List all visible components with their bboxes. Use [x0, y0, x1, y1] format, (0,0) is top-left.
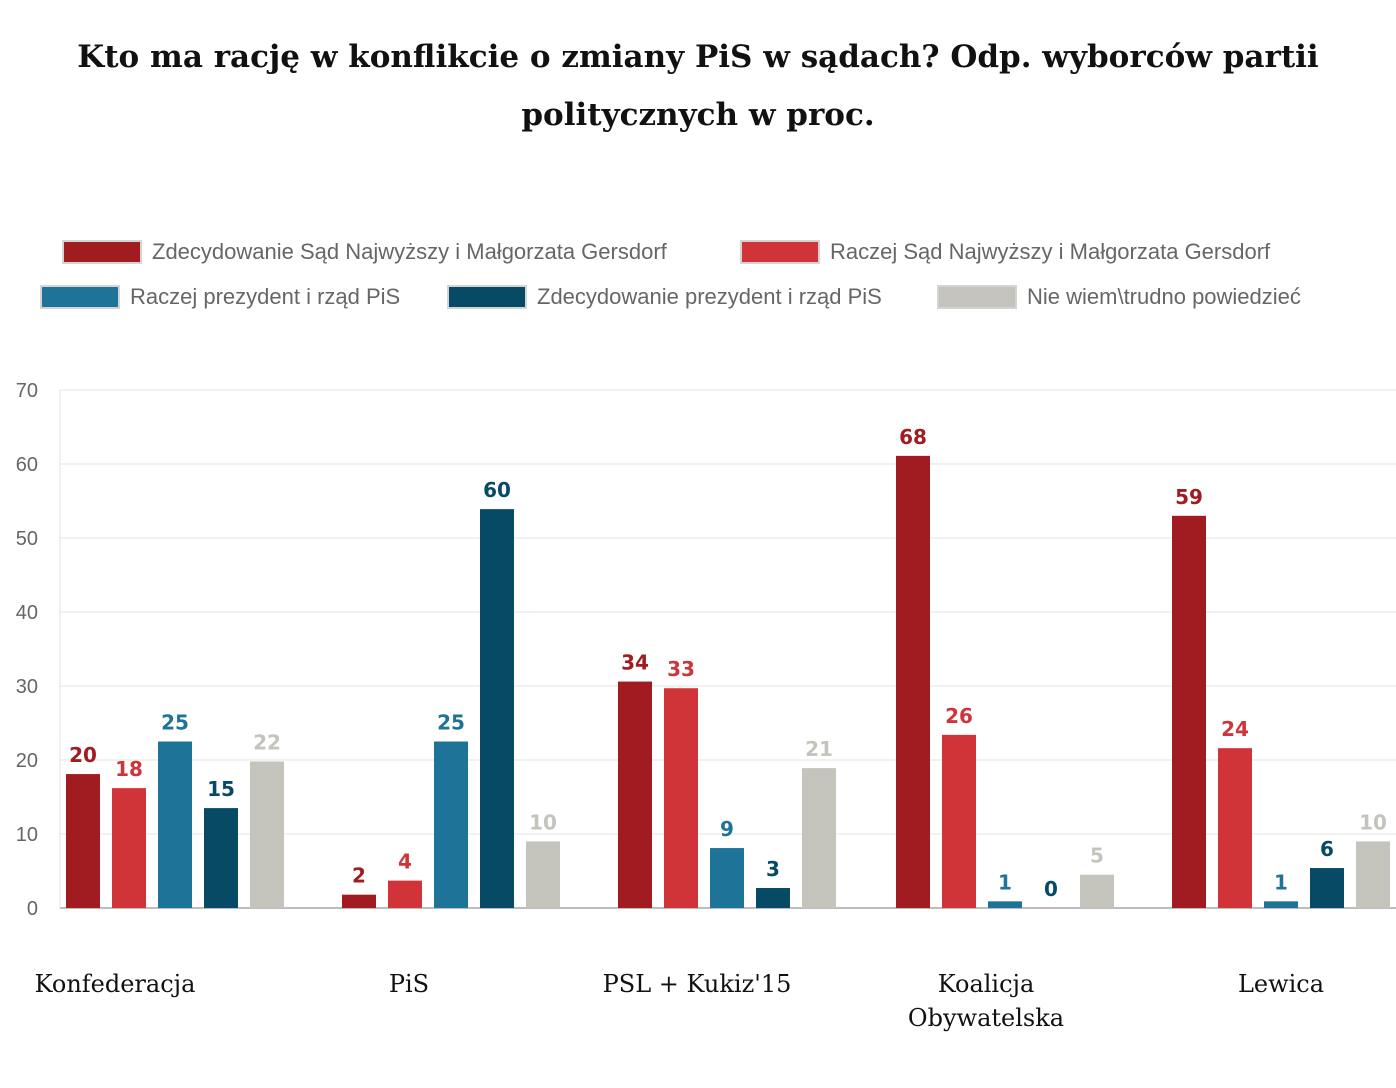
- bar: [1172, 515, 1206, 908]
- data-label: 2: [352, 864, 366, 888]
- legend-label: Nie wiem\trudno powiedzieć: [1027, 284, 1301, 309]
- data-label: 3: [766, 857, 780, 881]
- legend-swatch: [40, 285, 120, 309]
- legend-label: Raczej Sąd Najwyższy i Małgorzata Gersdo…: [830, 239, 1271, 264]
- data-label: 18: [115, 757, 143, 781]
- legend-row-1: Zdecydowanie Sąd Najwyższy i Małgorzata …: [0, 232, 1396, 272]
- y-tick-label: 50: [16, 528, 38, 550]
- legend-item-raczej-sn[interactable]: Raczej Sąd Najwyższy i Małgorzata Gersdo…: [740, 232, 1270, 272]
- data-label: 22: [253, 730, 281, 754]
- x-tick-label: PSL + Kukiz'15: [603, 970, 792, 998]
- bar: [250, 761, 284, 908]
- bar: [1356, 841, 1390, 908]
- bar: [664, 688, 698, 908]
- bar: [526, 841, 560, 908]
- legend-swatch: [447, 285, 527, 309]
- data-label: 6: [1320, 837, 1334, 861]
- y-tick-label: 40: [16, 602, 38, 624]
- legend-label: Raczej prezydent i rząd PiS: [130, 284, 401, 309]
- legend-row-2: Raczej prezydent i rząd PiS Zdecydowanie…: [0, 277, 1396, 317]
- x-tick-label: Obywatelska: [908, 1004, 1064, 1032]
- data-label: 9: [720, 817, 734, 841]
- bar: [1264, 901, 1298, 908]
- y-tick-label: 60: [16, 454, 38, 476]
- y-tick-label: 10: [16, 824, 38, 846]
- legend-label: Zdecydowanie prezydent i rząd PiS: [537, 284, 882, 309]
- x-tick-label: Lewica: [1238, 970, 1324, 998]
- bar: [988, 901, 1022, 908]
- data-label: 1: [1274, 870, 1288, 894]
- data-label: 68: [899, 425, 927, 449]
- x-tick-label: Koalicja: [938, 970, 1035, 998]
- data-label: 10: [1359, 810, 1387, 834]
- chart-title: Kto ma rację w konflikcie o zmiany PiS w…: [77, 39, 1319, 133]
- data-label: 25: [161, 711, 189, 735]
- x-tick-label: Konfederacja: [35, 970, 196, 998]
- bar: [896, 455, 930, 908]
- bar: [710, 848, 744, 908]
- bar: [1080, 874, 1114, 908]
- data-label: 25: [437, 711, 465, 735]
- bar: [388, 880, 422, 908]
- data-label: 0: [1044, 877, 1058, 901]
- data-label: 21: [805, 737, 833, 761]
- data-label: 15: [207, 777, 235, 801]
- bar: [756, 888, 790, 908]
- data-label: 20: [69, 743, 97, 767]
- data-label: 33: [667, 657, 695, 681]
- bar: [434, 741, 468, 908]
- legend-swatch: [62, 240, 142, 264]
- y-tick-label: 20: [16, 750, 38, 772]
- legend-item-zdecydowanie-rzad[interactable]: Zdecydowanie prezydent i rząd PiS: [447, 277, 882, 317]
- data-label: 59: [1175, 485, 1203, 509]
- data-label: 5: [1090, 844, 1104, 868]
- data-label: 34: [621, 651, 649, 675]
- legend-swatch: [937, 285, 1017, 309]
- y-tick-label: 70: [16, 380, 38, 402]
- x-tick-label: PiS: [389, 970, 429, 998]
- bar: [480, 509, 514, 908]
- data-label: 24: [1221, 717, 1249, 741]
- bar: [66, 774, 100, 908]
- bar: [802, 768, 836, 908]
- y-tick-label: 30: [16, 676, 38, 698]
- bar: [942, 734, 976, 908]
- bar: [112, 788, 146, 908]
- legend-item-nie-wiem[interactable]: Nie wiem\trudno powiedzieć: [937, 277, 1301, 317]
- bar: [1310, 868, 1344, 908]
- bar: [204, 808, 238, 908]
- legend-label: Zdecydowanie Sąd Najwyższy i Małgorzata …: [152, 239, 667, 264]
- data-label: 10: [529, 810, 557, 834]
- legend-swatch: [740, 240, 820, 264]
- data-label: 60: [483, 478, 511, 502]
- legend-item-raczej-rzad[interactable]: Raczej prezydent i rząd PiS: [40, 277, 400, 317]
- data-label: 4: [398, 850, 412, 874]
- legend-item-zdecydowanie-sn[interactable]: Zdecydowanie Sąd Najwyższy i Małgorzata …: [62, 232, 667, 272]
- y-tick-label: 0: [27, 898, 38, 920]
- bar: [618, 681, 652, 908]
- bar: [158, 741, 192, 908]
- data-label: 1: [998, 870, 1012, 894]
- bar: [342, 894, 376, 908]
- bar: [1218, 748, 1252, 908]
- data-label: 26: [945, 704, 973, 728]
